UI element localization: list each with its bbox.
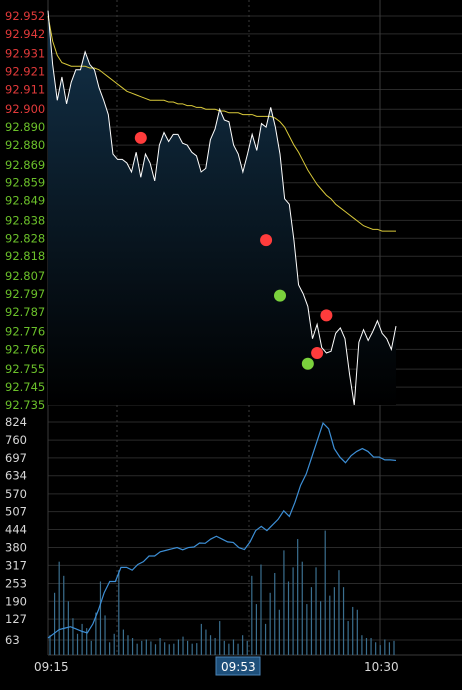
volume-tick-label: 824 <box>5 415 27 429</box>
x-tick-label-start: 09:15 <box>34 660 69 674</box>
price-tick-label: 92.818 <box>5 249 45 263</box>
volume-tick-label: 253 <box>5 576 27 590</box>
volume-tick-label: 570 <box>5 487 27 501</box>
volume-bars-layer <box>49 530 395 655</box>
price-tick-label: 92.890 <box>5 120 45 134</box>
average-price-line <box>47 15 396 232</box>
volume-tick-label: 127 <box>5 612 27 626</box>
price-tick-label: 92.931 <box>5 47 45 61</box>
price-tick-label: 92.849 <box>5 194 45 208</box>
volume-tick-label: 507 <box>5 505 27 519</box>
trade-markers-layer <box>134 131 333 370</box>
price-line-layer <box>47 10 397 406</box>
volume-tick-label: 697 <box>5 451 27 465</box>
price-tick-label: 92.838 <box>5 213 45 227</box>
price-tick-label: 92.921 <box>5 65 45 79</box>
price-line <box>47 10 397 406</box>
price-tick-label: 92.735 <box>5 398 45 412</box>
price-tick-label: 92.869 <box>5 158 45 172</box>
price-tick-label: 92.745 <box>5 380 45 394</box>
volume-tick-label: 634 <box>5 469 27 483</box>
price-area <box>48 10 396 405</box>
volume-tick-label: 760 <box>5 433 27 447</box>
volume-tick-label: 317 <box>5 558 27 572</box>
price-tick-label: 92.807 <box>5 269 45 283</box>
axis-ticks-layer: 92.952 92.942 92.931 92.921 92.911 92.900 92.8… <box>5 9 45 647</box>
price-tick-label: 92.859 <box>5 176 45 190</box>
price-tick-label: 92.755 <box>5 362 45 376</box>
buy-marker <box>274 289 286 302</box>
average-price-layer <box>47 15 396 232</box>
price-tick-label: 92.900 <box>5 102 45 116</box>
cumulative-volume-line <box>47 422 397 639</box>
sell-marker <box>311 347 324 360</box>
price-tick-label: 92.880 <box>5 138 45 152</box>
price-tick-label: 92.942 <box>5 27 45 41</box>
price-tick-label: 92.766 <box>5 342 45 356</box>
price-area-layer <box>48 10 396 405</box>
price-tick-label: 92.776 <box>5 325 45 339</box>
crosshair-time-label-bg <box>215 656 261 676</box>
volume-tick-label: 444 <box>5 522 27 536</box>
x-tick-label-end: 10:30 <box>364 660 399 674</box>
sell-marker <box>260 234 273 247</box>
price-tick-label: 92.828 <box>5 231 45 245</box>
price-tick-label: 92.911 <box>5 82 45 96</box>
volume-tick-label: 380 <box>5 541 27 555</box>
price-tick-label: 92.952 <box>5 9 45 23</box>
sell-marker <box>134 131 147 144</box>
crosshair-time-label: 09:53 <box>221 660 256 674</box>
cumulative-volume-layer <box>47 422 397 639</box>
volume-tick-label: 63 <box>5 633 20 647</box>
buy-marker <box>301 357 314 370</box>
sell-marker <box>320 309 333 322</box>
price-tick-label: 92.797 <box>5 287 45 301</box>
price-tick-label: 92.787 <box>5 305 45 319</box>
volume-tick-label: 190 <box>5 594 27 608</box>
